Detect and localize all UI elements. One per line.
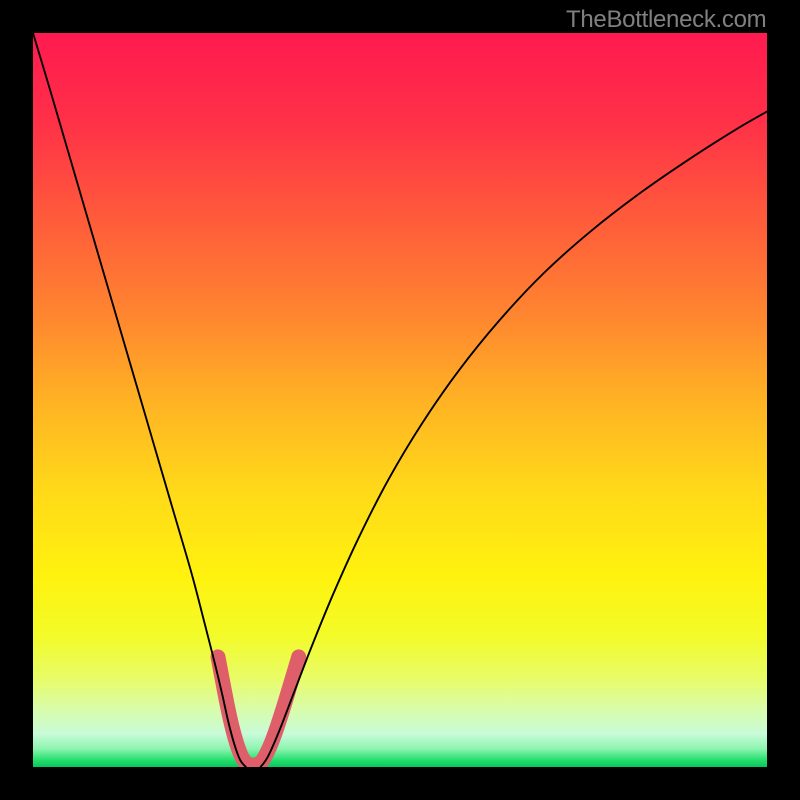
watermark-text: TheBottleneck.com bbox=[566, 6, 766, 34]
chart-frame bbox=[33, 33, 767, 767]
gradient-background bbox=[33, 33, 767, 767]
bottleneck-curve-chart bbox=[33, 33, 767, 767]
